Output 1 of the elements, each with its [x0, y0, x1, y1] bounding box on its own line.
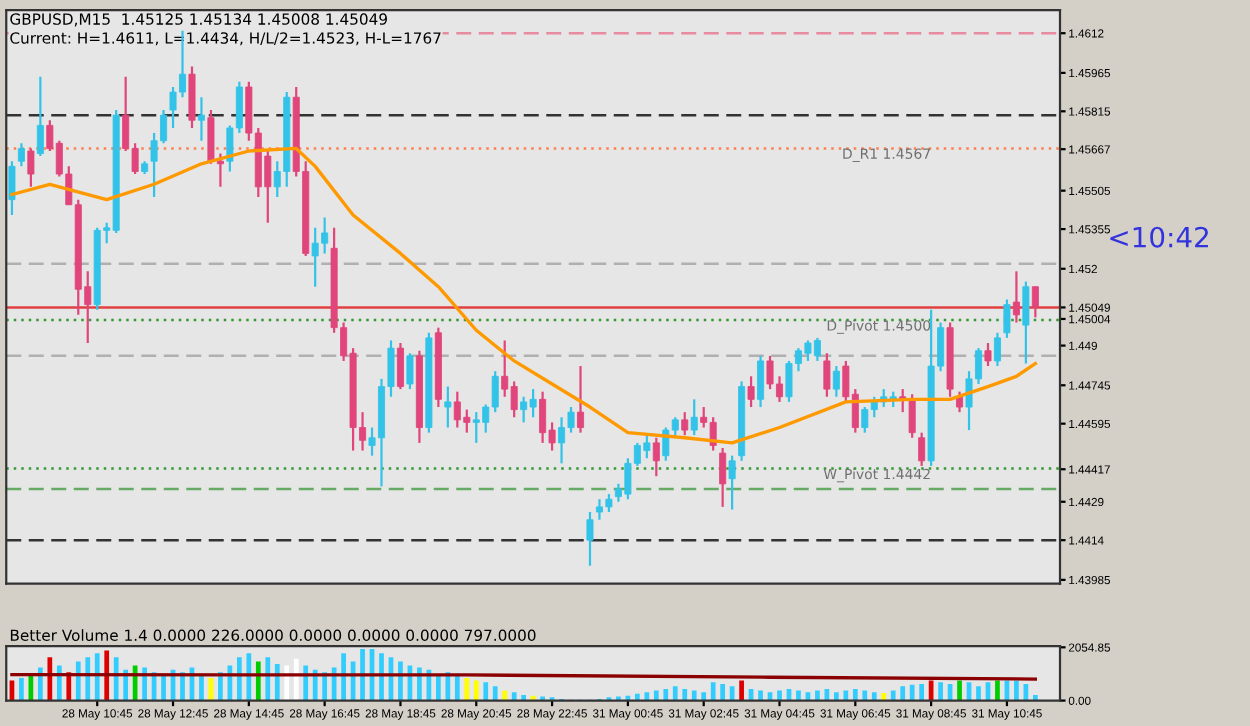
text: <10:42: [1110, 226, 1208, 248]
